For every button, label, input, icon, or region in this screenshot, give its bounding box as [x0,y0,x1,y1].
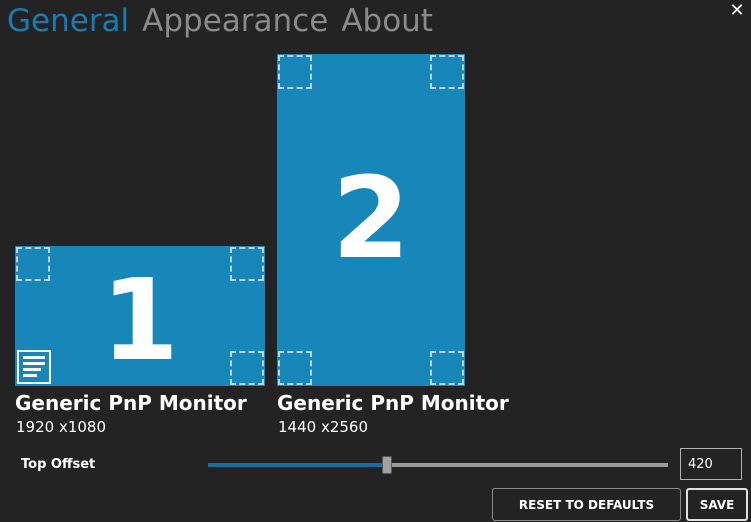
taskbar-icon [17,350,51,384]
top-offset-label: Top Offset [21,457,96,472]
top-offset-input[interactable] [680,448,742,480]
monitor-2-name: Generic PnP Monitor [277,391,509,415]
tab-general[interactable]: General [7,3,130,39]
monitor-number: 2 [332,154,410,284]
monitor-1-resolution: 1920 x1080 [16,418,106,436]
slider-fill [208,463,388,467]
monitor-number: 1 [101,256,179,386]
slider-track [208,463,668,467]
monitor-2-resolution: 1440 x2560 [278,418,368,436]
top-offset-slider[interactable] [208,455,668,475]
monitor-2[interactable]: 2 [277,54,465,386]
hot-corner-top-right[interactable] [430,55,464,89]
tab-bar: General Appearance About [7,2,446,42]
hot-corner-top-left[interactable] [278,55,312,89]
monitor-1[interactable]: 1 [15,246,265,386]
tab-appearance[interactable]: Appearance [142,3,329,39]
hot-corner-bottom-left[interactable] [278,351,312,385]
tab-about[interactable]: About [341,3,433,39]
hot-corner-bottom-right[interactable] [230,351,264,385]
hot-corner-top-right[interactable] [230,247,264,281]
monitor-1-name: Generic PnP Monitor [15,391,247,415]
hot-corner-bottom-right[interactable] [430,351,464,385]
close-icon[interactable]: ✕ [729,0,745,21]
reset-to-defaults-button[interactable]: RESET TO DEFAULTS [492,488,681,521]
hot-corner-top-left[interactable] [16,247,50,281]
save-button[interactable]: SAVE [686,488,748,521]
slider-thumb[interactable] [382,456,393,474]
